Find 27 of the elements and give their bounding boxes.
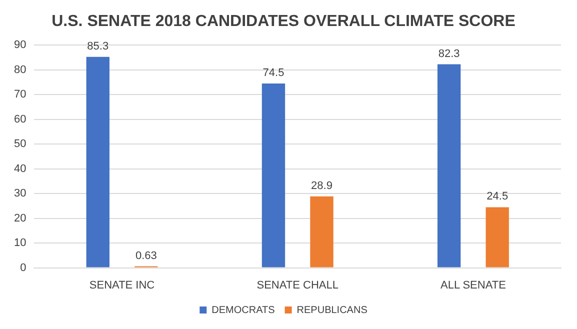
data-label: 74.5 xyxy=(262,67,284,80)
data-label: 0.63 xyxy=(135,250,157,262)
legend-label: DEMOCRATS xyxy=(212,304,276,316)
bar xyxy=(486,207,509,268)
y-tick-label: 50 xyxy=(14,138,26,150)
data-label: 24.5 xyxy=(486,190,508,203)
data-label: 85.3 xyxy=(87,40,109,52)
data-label: 82.3 xyxy=(438,48,460,60)
bar xyxy=(310,196,334,268)
x-tick-label: SENATE INC xyxy=(89,279,155,292)
y-tick-label: 10 xyxy=(14,237,26,250)
y-tick-label: 70 xyxy=(14,88,26,101)
bar xyxy=(86,56,110,268)
chart-title: U.S. SENATE 2018 CANDIDATES OVERALL CLIMATE SCORE xyxy=(52,13,516,30)
bar xyxy=(437,64,461,268)
y-tick-label: 30 xyxy=(14,188,26,200)
y-tick-label: 40 xyxy=(14,162,26,175)
y-tick-label: 60 xyxy=(14,113,26,126)
x-tick-label: ALL SENATE xyxy=(440,279,506,292)
y-tick-label: 20 xyxy=(14,212,26,224)
legend-label: REPUBLICANS xyxy=(296,304,368,316)
x-tick-label: SENATE CHALL xyxy=(256,279,338,292)
y-tick-label: 0 xyxy=(20,262,26,274)
y-tick-label: 80 xyxy=(14,64,26,76)
data-label: 28.9 xyxy=(311,180,332,192)
y-tick-label: 90 xyxy=(14,39,26,52)
bar xyxy=(262,84,286,268)
